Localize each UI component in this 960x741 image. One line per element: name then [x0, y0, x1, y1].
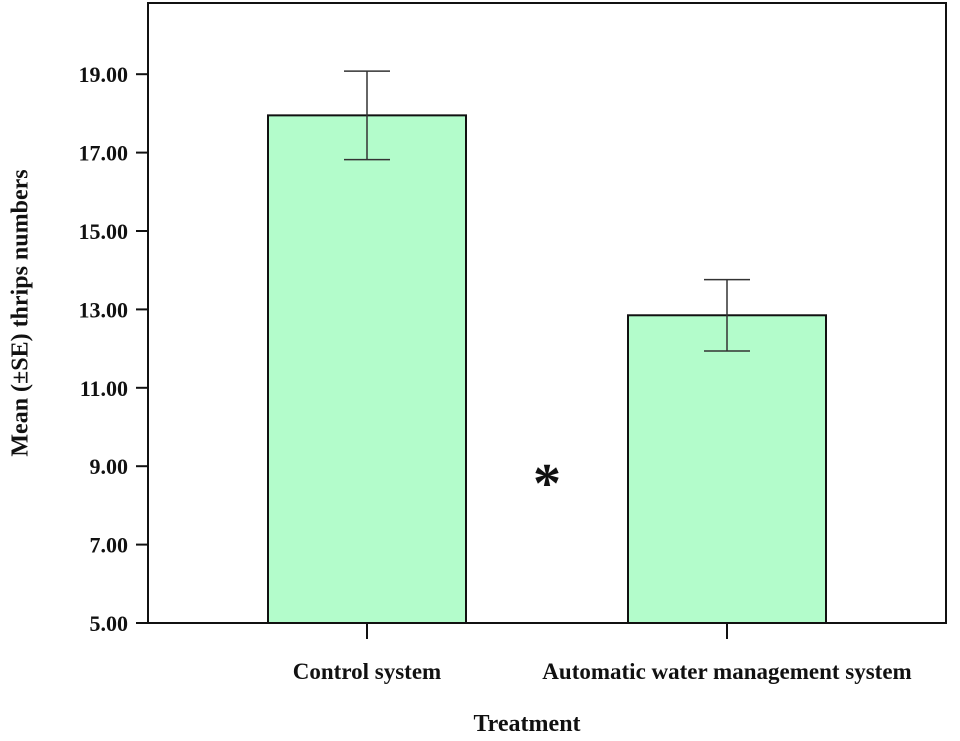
significance-asterisk: * — [533, 453, 561, 515]
y-tick-label: 7.00 — [90, 533, 129, 558]
x-axis-title: Treatment — [473, 711, 580, 736]
y-tick-label: 17.00 — [79, 141, 129, 166]
y-tick-label: 9.00 — [90, 454, 129, 479]
y-tick-label: 15.00 — [79, 219, 129, 244]
x-axis: Control system Automatic water management… — [293, 623, 912, 684]
y-axis: 5.00 7.00 9.00 11.00 13.00 15.00 17.00 19.00 — [79, 62, 148, 636]
plot-frame — [147, 2, 947, 624]
y-tick-label: 13.00 — [79, 297, 129, 322]
error-bars-layer — [344, 70, 750, 352]
x-tick-label: Automatic water management system — [542, 659, 911, 684]
bar-2 — [627, 314, 827, 624]
y-axis-title: Mean (±SE) thrips numbers — [8, 169, 34, 456]
y-tick-label: 11.00 — [80, 376, 128, 401]
x-tick-label: Control system — [293, 659, 441, 684]
y-tick-label: 19.00 — [79, 62, 129, 87]
bar-1 — [267, 114, 467, 625]
bars-layer — [267, 114, 827, 625]
y-tick-label: 5.00 — [90, 611, 129, 636]
